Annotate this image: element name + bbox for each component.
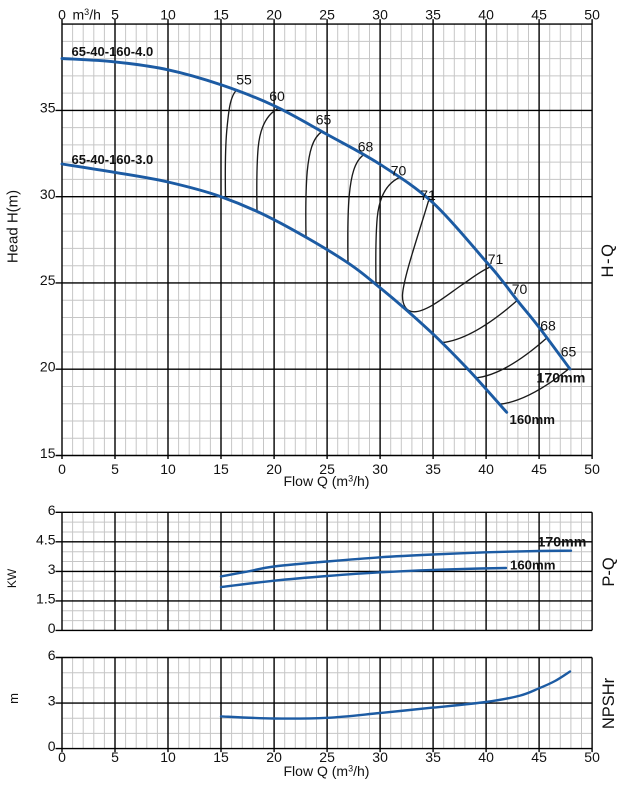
svg-text:60: 60 [269, 88, 285, 104]
svg-text:70: 70 [512, 281, 528, 297]
svg-text:4.5: 4.5 [36, 531, 56, 547]
svg-text:71: 71 [488, 251, 504, 267]
svg-text:50: 50 [584, 749, 600, 765]
svg-text:68: 68 [540, 318, 556, 334]
svg-text:55: 55 [236, 72, 252, 88]
svg-text:15: 15 [213, 7, 229, 23]
svg-text:25: 25 [319, 7, 335, 23]
svg-text:P-Q: P-Q [600, 557, 618, 587]
svg-text:6: 6 [48, 502, 56, 518]
svg-text:Flow Q (m3/h): Flow Q (m3/h) [284, 473, 370, 489]
svg-text:5: 5 [111, 749, 119, 765]
svg-text:30: 30 [372, 7, 388, 23]
svg-text:0: 0 [58, 461, 66, 477]
svg-text:0: 0 [48, 738, 56, 754]
svg-text:NPSHr: NPSHr [600, 677, 618, 729]
svg-text:25: 25 [40, 272, 56, 288]
svg-text:71: 71 [420, 187, 436, 203]
svg-text:70: 70 [391, 163, 407, 179]
svg-text:15: 15 [40, 445, 56, 461]
svg-text:35: 35 [40, 100, 56, 116]
svg-text:50: 50 [584, 7, 600, 23]
svg-text:20: 20 [266, 7, 282, 23]
svg-text:25: 25 [319, 461, 335, 477]
svg-text:m: m [6, 693, 21, 704]
svg-text:45: 45 [531, 749, 547, 765]
svg-text:30: 30 [40, 186, 56, 202]
svg-text:15: 15 [213, 749, 229, 765]
svg-text:5: 5 [111, 7, 119, 23]
svg-text:160mm: 160mm [510, 558, 555, 573]
svg-text:10: 10 [160, 461, 176, 477]
svg-text:0: 0 [58, 7, 66, 23]
svg-text:10: 10 [160, 7, 176, 23]
svg-text:40: 40 [478, 7, 494, 23]
svg-text:68: 68 [358, 139, 374, 155]
svg-text:0: 0 [58, 749, 66, 765]
svg-text:20: 20 [266, 461, 282, 477]
svg-text:25: 25 [319, 749, 335, 765]
svg-text:3: 3 [48, 561, 56, 577]
svg-text:20: 20 [40, 359, 56, 375]
svg-text:5: 5 [111, 461, 119, 477]
svg-text:65: 65 [316, 112, 332, 128]
svg-text:35: 35 [425, 461, 441, 477]
svg-text:30: 30 [372, 749, 388, 765]
svg-text:160mm: 160mm [510, 412, 555, 427]
svg-text:170mm: 170mm [538, 535, 587, 551]
svg-text:10: 10 [160, 749, 176, 765]
svg-text:45: 45 [531, 461, 547, 477]
svg-text:30: 30 [372, 461, 388, 477]
svg-text:170mm: 170mm [537, 371, 586, 387]
svg-text:KW: KW [5, 568, 19, 588]
svg-text:50: 50 [584, 461, 600, 477]
svg-text:65: 65 [561, 344, 577, 360]
svg-text:45: 45 [531, 7, 547, 23]
svg-text:40: 40 [478, 749, 494, 765]
svg-text:15: 15 [213, 461, 229, 477]
svg-text:1.5: 1.5 [36, 590, 56, 606]
svg-text:20: 20 [266, 749, 282, 765]
svg-text:40: 40 [478, 461, 494, 477]
svg-text:6: 6 [48, 647, 56, 663]
svg-text:H-Q: H-Q [599, 242, 617, 277]
svg-text:Head H(m): Head H(m) [5, 190, 22, 263]
svg-text:3: 3 [48, 693, 56, 709]
svg-text:35: 35 [425, 749, 441, 765]
svg-text:35: 35 [425, 7, 441, 23]
svg-text:m3/h: m3/h [73, 7, 101, 23]
svg-text:Flow Q (m3/h): Flow Q (m3/h) [284, 763, 370, 779]
svg-text:0: 0 [48, 620, 56, 636]
svg-text:65-40-160-3.0: 65-40-160-3.0 [72, 152, 154, 167]
svg-text:65-40-160-4.0: 65-40-160-4.0 [72, 44, 154, 59]
